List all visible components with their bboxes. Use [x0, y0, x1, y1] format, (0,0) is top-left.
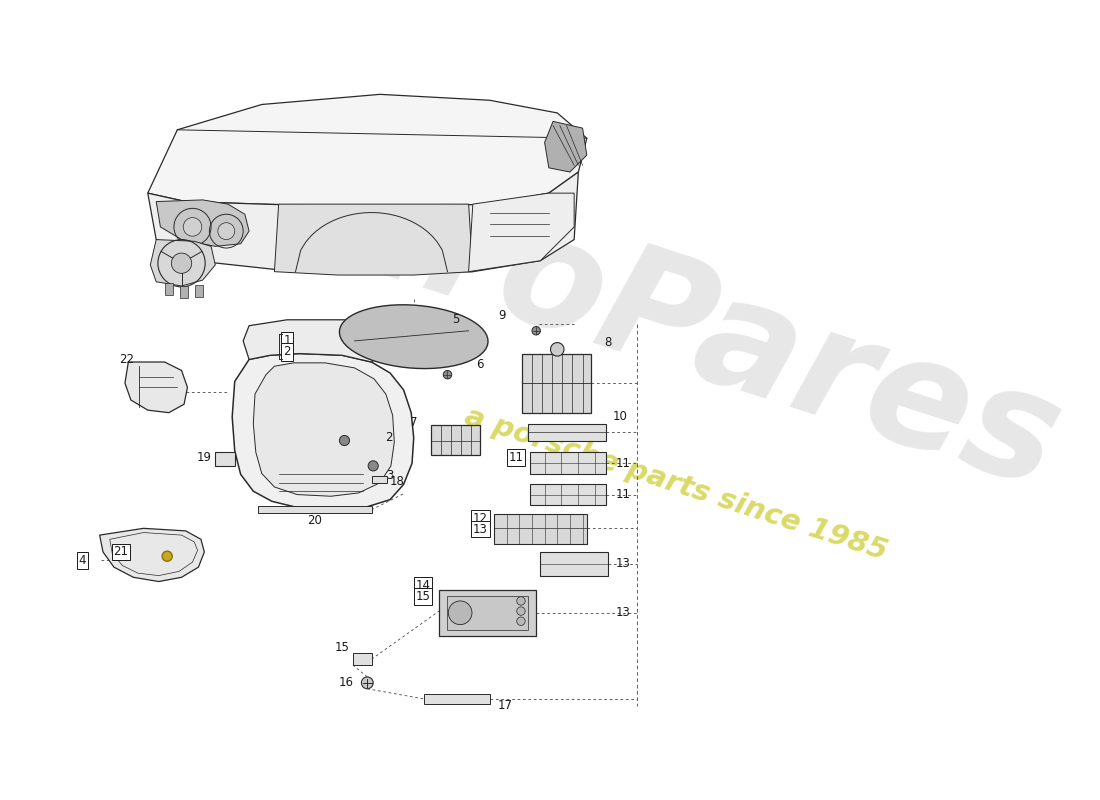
- Polygon shape: [521, 354, 591, 413]
- Text: 8: 8: [604, 336, 612, 349]
- Polygon shape: [100, 528, 205, 582]
- Text: euroPares: euroPares: [206, 110, 1078, 521]
- Text: 7: 7: [410, 416, 418, 430]
- Polygon shape: [530, 485, 606, 505]
- Text: 2: 2: [385, 431, 392, 445]
- Circle shape: [449, 601, 472, 625]
- Circle shape: [517, 617, 525, 626]
- Polygon shape: [216, 452, 234, 466]
- Polygon shape: [353, 654, 372, 665]
- Polygon shape: [232, 354, 414, 510]
- Text: 11: 11: [616, 488, 630, 501]
- Polygon shape: [156, 200, 249, 246]
- Circle shape: [340, 435, 350, 446]
- Text: a porsche parts since 1985: a porsche parts since 1985: [461, 402, 890, 566]
- Polygon shape: [528, 424, 606, 441]
- Text: 11: 11: [508, 451, 524, 464]
- Polygon shape: [151, 239, 216, 286]
- Polygon shape: [469, 193, 574, 272]
- Polygon shape: [243, 320, 393, 362]
- Text: 14: 14: [416, 579, 430, 592]
- Polygon shape: [147, 94, 586, 207]
- Text: 13: 13: [473, 522, 488, 536]
- Text: 13: 13: [616, 606, 630, 619]
- Circle shape: [184, 218, 201, 236]
- Text: 9: 9: [498, 309, 506, 322]
- Circle shape: [517, 607, 525, 615]
- Polygon shape: [494, 514, 586, 543]
- Polygon shape: [530, 452, 606, 474]
- Polygon shape: [372, 476, 387, 482]
- Circle shape: [532, 326, 540, 335]
- Polygon shape: [544, 122, 586, 172]
- Circle shape: [162, 551, 173, 562]
- Text: 19: 19: [197, 451, 212, 464]
- Polygon shape: [540, 552, 608, 576]
- Polygon shape: [448, 596, 528, 630]
- Polygon shape: [165, 283, 173, 295]
- Polygon shape: [147, 172, 579, 274]
- Text: 10: 10: [613, 410, 628, 423]
- Text: 13: 13: [616, 558, 630, 570]
- Polygon shape: [274, 204, 473, 275]
- Text: 22: 22: [119, 353, 134, 366]
- Polygon shape: [340, 305, 488, 369]
- Circle shape: [172, 253, 191, 274]
- Text: 4: 4: [78, 554, 86, 567]
- Circle shape: [443, 370, 452, 379]
- Circle shape: [517, 597, 525, 605]
- Text: 6: 6: [476, 358, 483, 371]
- Text: 5: 5: [452, 314, 460, 326]
- Circle shape: [218, 222, 234, 239]
- Text: 11: 11: [616, 457, 630, 470]
- Text: 2: 2: [284, 346, 290, 358]
- Polygon shape: [430, 426, 480, 455]
- Polygon shape: [179, 286, 188, 298]
- Circle shape: [362, 677, 373, 689]
- Circle shape: [368, 461, 378, 471]
- Text: 15: 15: [416, 590, 430, 603]
- Polygon shape: [253, 363, 394, 496]
- Polygon shape: [125, 362, 187, 413]
- Circle shape: [550, 342, 564, 356]
- Polygon shape: [257, 506, 372, 513]
- Text: 3: 3: [386, 470, 394, 482]
- Text: 15: 15: [334, 641, 350, 654]
- Text: 12: 12: [473, 512, 488, 525]
- Text: 16: 16: [339, 676, 354, 690]
- Polygon shape: [439, 590, 536, 637]
- Polygon shape: [424, 694, 490, 704]
- Text: 18: 18: [389, 475, 405, 489]
- Polygon shape: [195, 285, 204, 297]
- Text: 20: 20: [307, 514, 321, 527]
- Text: 17: 17: [497, 699, 513, 712]
- Text: 1: 1: [284, 334, 290, 347]
- Text: 21: 21: [113, 546, 129, 558]
